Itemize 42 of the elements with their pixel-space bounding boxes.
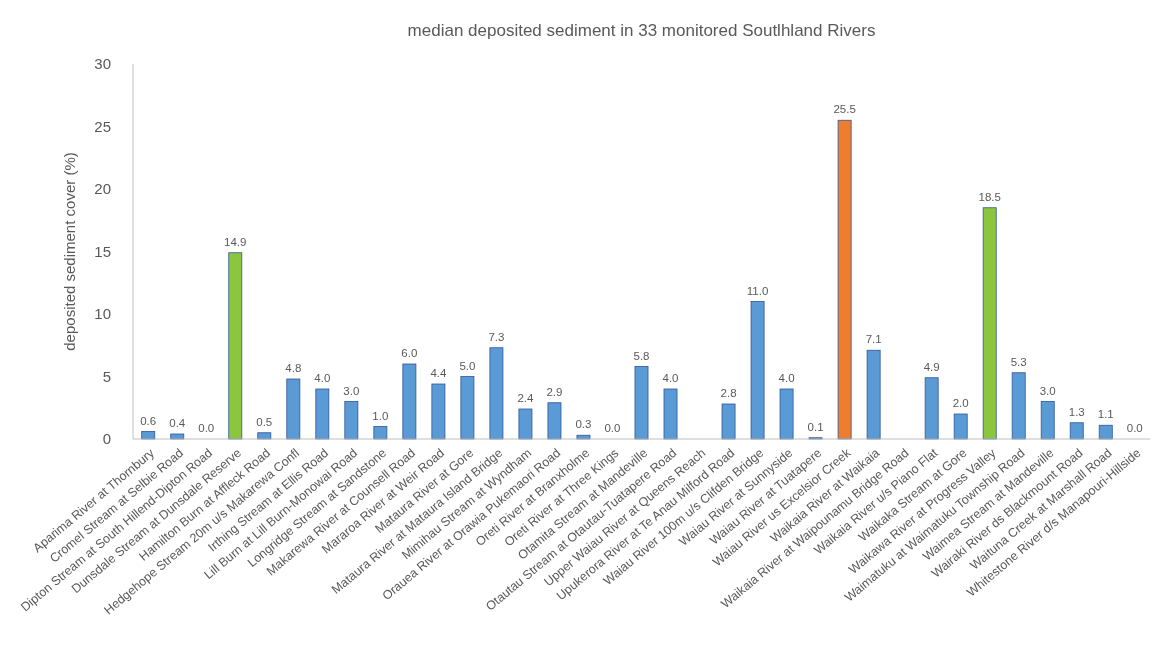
data-label: 4.0 <box>778 372 795 384</box>
chart-title: median deposited sediment in 33 monitored Soutlhland Rivers <box>407 21 876 40</box>
data-label: 0.1 <box>807 420 824 433</box>
data-label: 3.0 <box>1039 384 1056 397</box>
data-label: 0.0 <box>1126 422 1143 434</box>
data-label: 5.0 <box>459 359 476 372</box>
data-label: 1.0 <box>372 409 389 422</box>
y-tick-label: 15 <box>94 242 111 260</box>
y-tick-label: 20 <box>94 180 111 198</box>
data-label: 2.4 <box>517 392 535 404</box>
data-label: 25.5 <box>833 103 856 116</box>
y-tick-label: 5 <box>102 367 111 385</box>
data-label: 4.8 <box>285 362 302 374</box>
data-label: 7.1 <box>865 333 882 346</box>
data-label: 4.0 <box>314 372 331 384</box>
data-label: 0.5 <box>256 415 273 428</box>
data-label: 2.8 <box>720 387 737 399</box>
data-label: 3.0 <box>343 384 360 397</box>
y-tick-label: 0 <box>102 430 111 448</box>
data-label: 1.3 <box>1068 405 1085 418</box>
data-label: 4.0 <box>662 372 679 384</box>
y-tick-label: 10 <box>94 305 111 323</box>
data-label: 5.3 <box>1010 355 1027 368</box>
data-label: 0.0 <box>604 422 621 434</box>
data-label: 2.0 <box>952 397 969 409</box>
data-label: 5.8 <box>633 349 650 362</box>
y-axis-title: deposited sediment cover (%) <box>61 152 78 351</box>
data-label: 11.0 <box>746 284 769 297</box>
data-label: 4.4 <box>430 367 447 379</box>
y-tick-label: 30 <box>94 55 111 73</box>
data-label: 14.9 <box>224 235 247 248</box>
data-label: 2.9 <box>546 385 563 398</box>
data-label: 18.5 <box>978 190 1001 203</box>
data-label: 0.6 <box>140 414 157 427</box>
data-label: 0.3 <box>575 418 592 431</box>
data-label: 0.0 <box>198 422 215 434</box>
y-tick-label: 25 <box>94 117 111 135</box>
data-label: 1.1 <box>1097 408 1114 421</box>
data-label: 0.4 <box>169 417 186 429</box>
data-label: 6.0 <box>401 347 418 359</box>
data-label: 4.9 <box>923 360 940 373</box>
data-label: 7.3 <box>488 330 505 343</box>
